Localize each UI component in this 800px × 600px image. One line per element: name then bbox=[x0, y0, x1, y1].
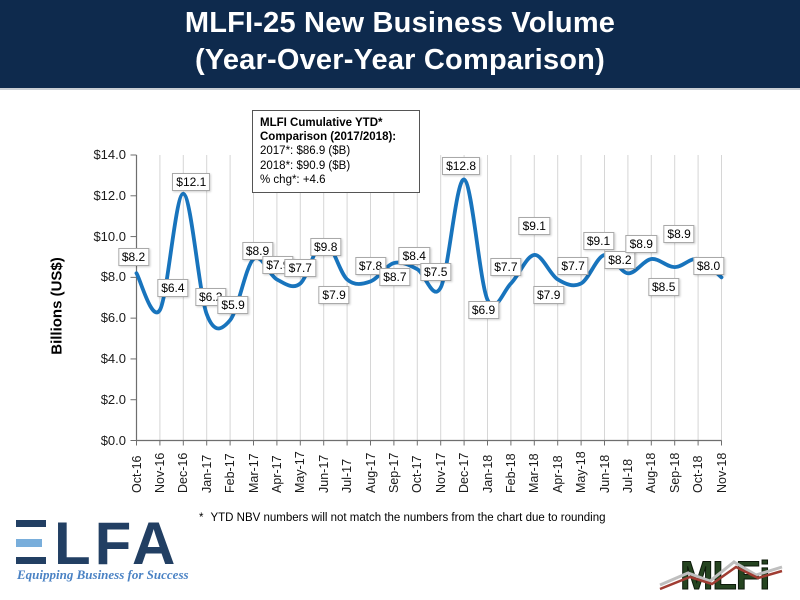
elfa-e-bottom-bar bbox=[16, 557, 46, 564]
elfa-stylized-e bbox=[16, 520, 46, 564]
footnote-text: YTD NBV numbers will not match the numbe… bbox=[210, 512, 606, 524]
slide-header: MLFI-25 New Business Volume (Year-Over-Y… bbox=[0, 0, 800, 90]
ytd-box-pct-change: % chg*: +4.6 bbox=[260, 173, 326, 186]
ytd-box-2018-value: 2018*: $90.9 ($B) bbox=[260, 159, 351, 172]
mlfi-red-zigzag-line bbox=[659, 565, 783, 591]
y-axis-title: Billions (US$) bbox=[48, 257, 66, 355]
elfa-e-middle-bar bbox=[16, 539, 42, 547]
mlfi-logo: MLFi bbox=[659, 554, 783, 597]
ytd-comparison-box: MLFI Cumulative YTD* Comparison (2017/20… bbox=[252, 110, 420, 194]
elfa-e-top-bar bbox=[16, 520, 46, 527]
footnote-asterisk: * bbox=[199, 512, 204, 524]
nbv-series-line bbox=[134, 177, 724, 331]
footnote: * YTD NBV numbers will not match the numb… bbox=[199, 512, 606, 524]
mlfi-gray-zigzag-line bbox=[659, 560, 783, 587]
ytd-box-line2: Comparison (2017/2018): bbox=[260, 131, 397, 144]
slide-title-line2: (Year-Over-Year Comparison) bbox=[195, 44, 605, 76]
ytd-box-line1: MLFI Cumulative YTD* bbox=[260, 117, 383, 129]
elfa-letters: LFA bbox=[54, 519, 179, 569]
elfa-logo: LFA bbox=[16, 519, 179, 569]
elfa-tagline: Equipping Business for Success bbox=[17, 567, 189, 582]
ytd-box-2017-value: 2017*: $86.9 ($B) bbox=[260, 145, 351, 158]
slide-title-line1: MLFI-25 New Business Volume bbox=[184, 7, 616, 39]
